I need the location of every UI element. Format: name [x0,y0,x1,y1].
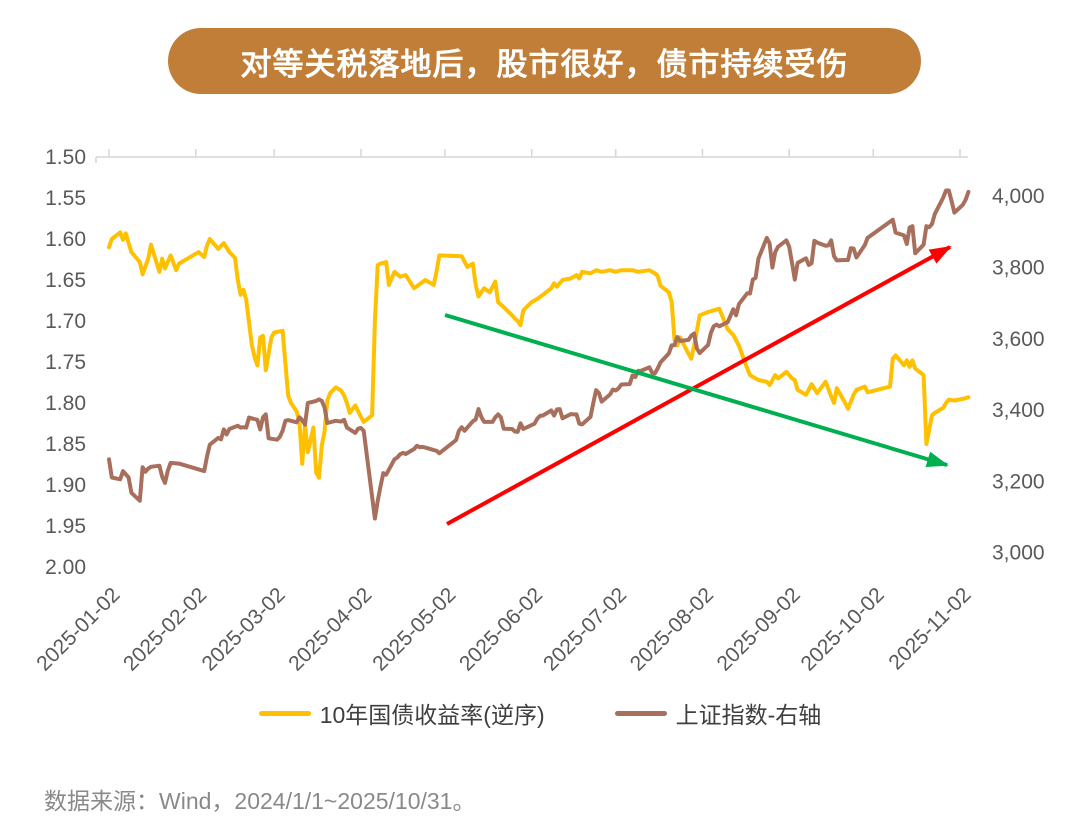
sse-index-line-swatch [614,710,667,716]
svg-text:3,600: 3,600 [992,328,1045,351]
page-title: 对等关税落地后，股市很好，债市持续受伤 [240,46,849,82]
svg-text:1.80: 1.80 [45,392,86,415]
chart-svg: 1.50 1.55 1.60 1.65 1.70 1.75 1.80 1.85 1.90 1.95… [32,146,1045,675]
svg-text:2025-05-02: 2025-05-02 [368,583,460,675]
svg-text:1.75: 1.75 [45,351,86,374]
legend-label-bond-yield: 10年国债收益率(逆序) [319,702,545,728]
svg-text:1.50: 1.50 [45,146,86,169]
sse-index-line [107,188,971,521]
data-source-note: 数据来源：Wind，2024/1/1~2025/10/31。 [44,788,476,814]
right-axis-labels: 3,000 3,200 3,400 3,600 3,800 4,000 [992,185,1045,565]
svg-text:1.55: 1.55 [45,187,86,210]
svg-text:2025-08-02: 2025-08-02 [626,583,718,675]
svg-text:2025-06-02: 2025-06-02 [455,583,547,675]
svg-text:3,400: 3,400 [992,399,1045,422]
svg-text:2025-10-02: 2025-10-02 [797,583,889,675]
legend-item-bond-yield: 10年国债收益率(逆序) [258,696,545,730]
svg-text:1.90: 1.90 [45,474,86,497]
svg-text:3,000: 3,000 [992,542,1045,565]
svg-text:2025-11-02: 2025-11-02 [884,583,975,674]
svg-text:1.85: 1.85 [45,433,86,456]
stock-rally-arrow [444,313,949,467]
legend-item-sse-index: 上证指数-右轴 [614,696,822,730]
svg-text:3,800: 3,800 [992,257,1045,280]
svg-text:2025-09-02: 2025-09-02 [713,583,805,675]
title-banner: 对等关税落地后，股市很好，债市持续受伤 [168,28,921,94]
x-axis-date-labels: 2025-01-022025-02-022025-03-022025-04-02… [32,583,975,675]
svg-text:2025-02-02: 2025-02-02 [119,583,211,675]
svg-text:2025-07-02: 2025-07-02 [539,583,631,675]
chart-legend: 10年国债收益率(逆序) 上证指数-右轴 [0,696,1080,730]
svg-text:1.95: 1.95 [45,515,86,538]
left-axis-labels: 1.50 1.55 1.60 1.65 1.70 1.75 1.80 1.85 1.90 1.95… [45,146,86,579]
dual-axis-line-chart: 1.50 1.55 1.60 1.65 1.70 1.75 1.80 1.85 1.90 1.95… [0,110,1080,690]
bond-yield-line [107,230,971,480]
svg-text:4,000: 4,000 [992,185,1045,208]
svg-text:2025-01-02: 2025-01-02 [32,583,124,675]
svg-text:2025-03-02: 2025-03-02 [197,583,289,675]
bond-yield-line-swatch [258,710,311,716]
x-axis-top [95,149,968,163]
svg-text:1.65: 1.65 [45,269,86,292]
svg-text:2025-04-02: 2025-04-02 [284,583,376,675]
svg-text:1.60: 1.60 [45,228,86,251]
svg-text:3,200: 3,200 [992,470,1045,493]
svg-text:1.70: 1.70 [45,310,86,333]
bond-selloff-arrow [446,245,952,526]
legend-label-sse-index: 上证指数-右轴 [675,702,822,728]
svg-text:2.00: 2.00 [45,556,86,579]
